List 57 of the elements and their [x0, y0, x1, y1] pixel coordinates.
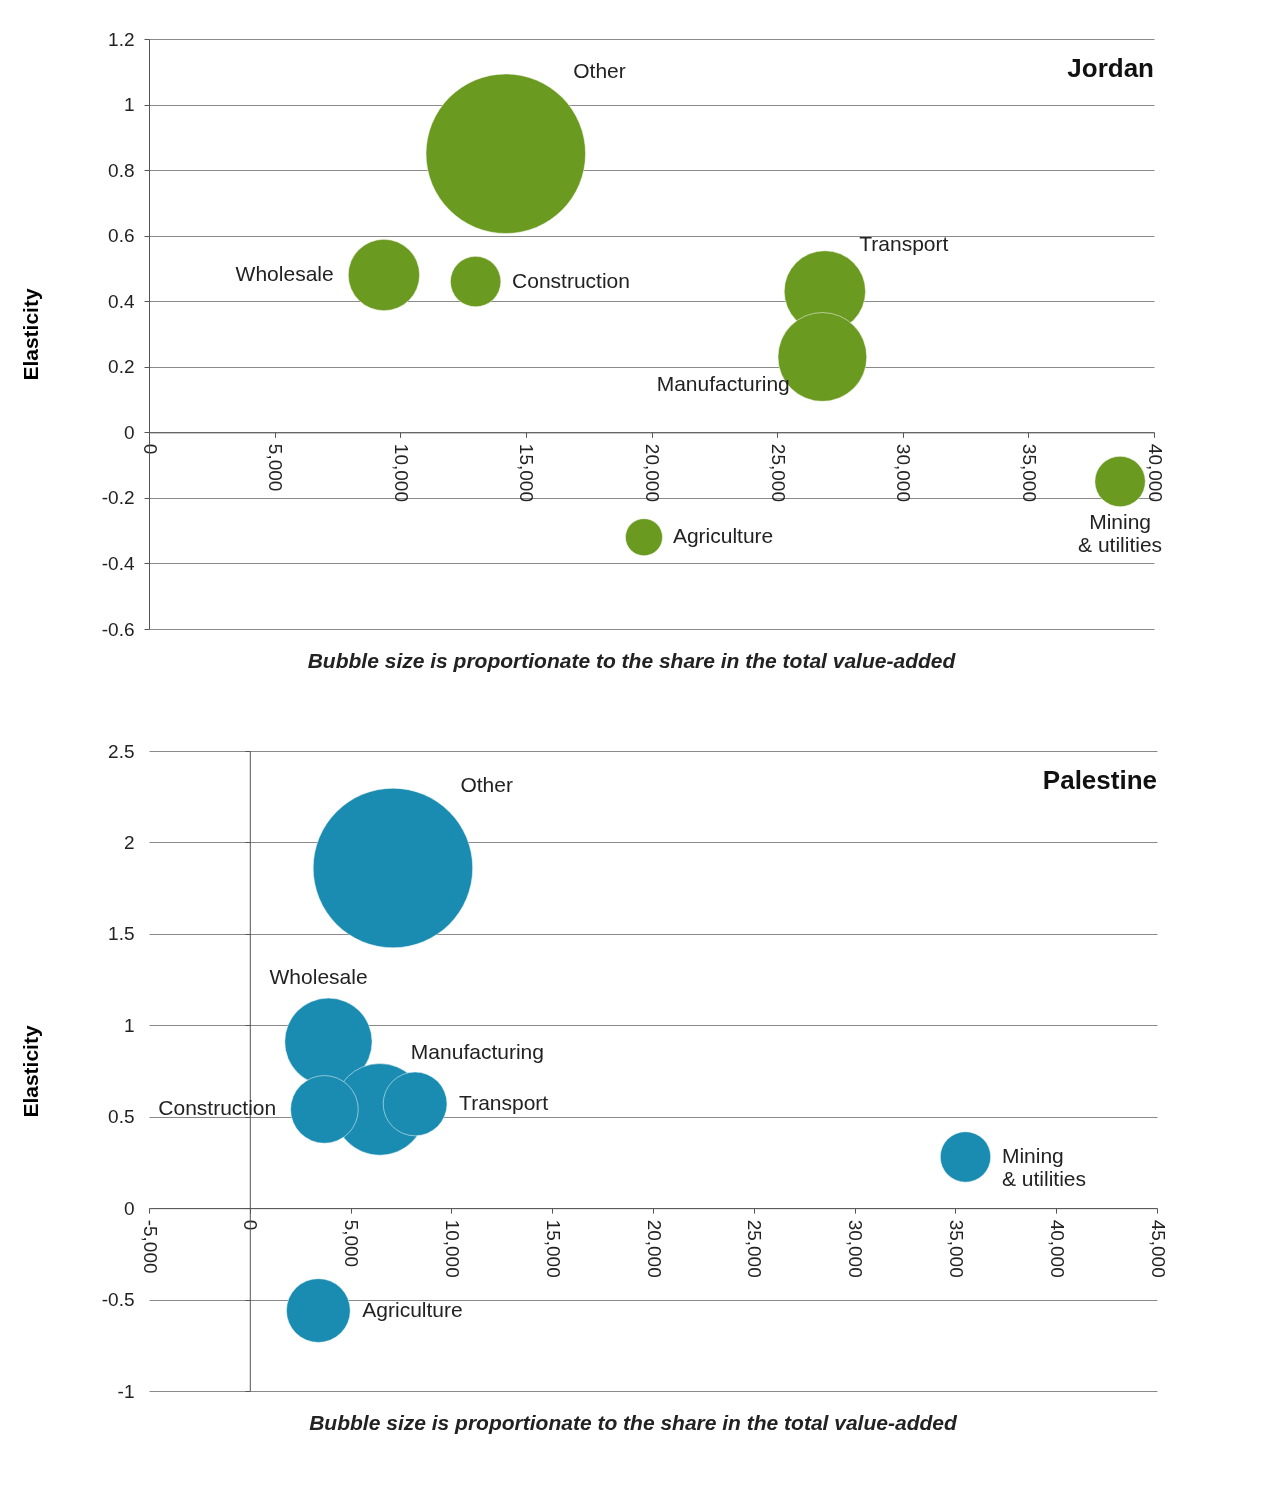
- y-tick-label: -0.5: [101, 1289, 135, 1311]
- series-label: Transport: [859, 231, 949, 255]
- y-tick-label: 1.2: [108, 28, 135, 50]
- y-tick-label: 1: [123, 94, 135, 116]
- x-tick-label: -5,000: [139, 1219, 161, 1274]
- y-tick-label: 1: [123, 1014, 135, 1036]
- y-axis-title: Elasticity: [18, 288, 42, 381]
- x-tick-label: 20,000: [642, 443, 663, 502]
- x-tick-label: 30,000: [845, 1219, 867, 1278]
- y-tick-label: -1: [117, 1380, 135, 1402]
- y-tick-label: 0.8: [108, 159, 135, 181]
- y-tick-label: -0.2: [101, 487, 135, 509]
- series-label: Manufacturing: [410, 1039, 544, 1063]
- series-label: Agriculture: [362, 1297, 463, 1321]
- y-tick-label: 2.5: [108, 740, 135, 762]
- text: Jordan: [1067, 53, 1154, 83]
- x-tick-label: 15,000: [516, 443, 538, 502]
- x-tick-label: 25,000: [767, 443, 789, 502]
- y-tick-label: 2: [123, 831, 135, 853]
- x-tick-label: 40,000: [1144, 443, 1166, 502]
- x-tick-label: 15,000: [542, 1219, 564, 1278]
- x-tick-label: 0: [240, 1219, 262, 1231]
- y-tick-label: -0.4: [101, 552, 135, 574]
- text: Palestine: [1042, 765, 1157, 795]
- y-tick-label: 1.5: [108, 923, 135, 945]
- text: Bubble size is proportionate to the share in the total value-added: [307, 649, 957, 672]
- x-tick-label: 10,000: [441, 1219, 463, 1278]
- y-tick-label: 0.6: [108, 225, 135, 247]
- series-label: Agriculture: [672, 524, 774, 548]
- series-label: Other: [573, 58, 626, 82]
- x-tick-label: 30,000: [893, 443, 915, 502]
- x-tick-label: 0: [139, 443, 161, 455]
- series-label: Other: [460, 773, 513, 797]
- y-tick-label: 0: [123, 421, 135, 443]
- x-tick-label: 45,000: [1147, 1219, 1169, 1278]
- series-label: Construction: [512, 268, 630, 292]
- x-tick-label: 20,000: [643, 1219, 665, 1278]
- x-tick-label: 40,000: [1046, 1219, 1068, 1278]
- x-tick-label: 35,000: [1018, 443, 1040, 502]
- y-tick-label: 0.4: [108, 290, 135, 312]
- series-label: Wholesale: [235, 262, 334, 285]
- x-tick-label: 10,000: [390, 443, 412, 502]
- text: Bubble size is proportionate to the share in the total value-added: [309, 1411, 958, 1434]
- y-tick-label: 0.5: [108, 1106, 135, 1128]
- y-tick-label: -0.6: [101, 618, 135, 640]
- x-tick-label: 5,000: [265, 443, 287, 492]
- y-axis-title: Elasticity: [18, 1025, 42, 1118]
- x-tick-label: 35,000: [945, 1219, 967, 1278]
- x-tick-label: 5,000: [341, 1219, 363, 1268]
- y-tick-label: 0: [123, 1197, 135, 1219]
- series-label: Mining & utilities: [1001, 1143, 1086, 1190]
- x-tick-label: 25,000: [744, 1219, 766, 1278]
- y-tick-label: 0.2: [108, 356, 135, 378]
- series-label: Mining & utilities: [1078, 509, 1163, 556]
- series-label: Wholesale: [269, 965, 368, 989]
- series-label: Transport: [459, 1090, 549, 1114]
- series-label: Manufacturing: [656, 372, 790, 396]
